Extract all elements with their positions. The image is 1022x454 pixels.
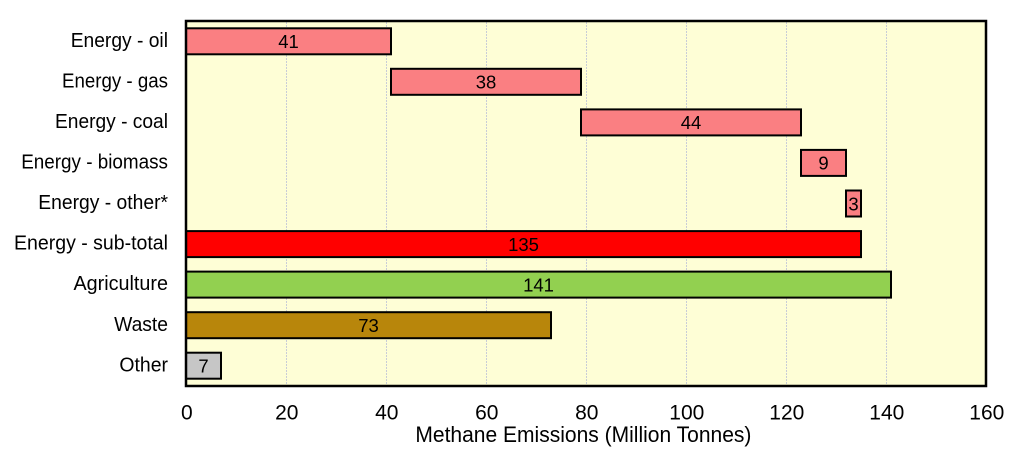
svg-text:Waste: Waste bbox=[114, 314, 168, 336]
svg-text:0: 0 bbox=[181, 402, 193, 425]
svg-text:7: 7 bbox=[198, 356, 208, 377]
svg-text:73: 73 bbox=[358, 315, 379, 336]
svg-text:3: 3 bbox=[848, 193, 858, 214]
svg-text:40: 40 bbox=[375, 402, 398, 425]
svg-text:Energy - sub-total: Energy - sub-total bbox=[14, 233, 168, 255]
svg-text:140: 140 bbox=[869, 402, 904, 425]
svg-text:135: 135 bbox=[508, 234, 539, 255]
svg-text:Energy - biomass: Energy - biomass bbox=[21, 152, 168, 174]
svg-text:Energy - coal: Energy - coal bbox=[55, 111, 168, 133]
svg-text:9: 9 bbox=[818, 153, 828, 174]
svg-text:60: 60 bbox=[475, 402, 498, 425]
svg-text:Energy - other*: Energy - other* bbox=[38, 192, 168, 214]
svg-text:Energy - oil: Energy - oil bbox=[71, 30, 168, 52]
svg-text:141: 141 bbox=[523, 274, 554, 295]
svg-text:Agriculture: Agriculture bbox=[74, 273, 169, 295]
svg-text:160: 160 bbox=[969, 402, 1004, 425]
svg-text:41: 41 bbox=[278, 31, 299, 52]
svg-text:Methane Emissions (Million Ton: Methane Emissions (Million Tonnes) bbox=[415, 422, 751, 447]
svg-text:80: 80 bbox=[575, 402, 598, 425]
svg-text:Other: Other bbox=[119, 354, 168, 376]
svg-text:100: 100 bbox=[669, 402, 704, 425]
svg-text:120: 120 bbox=[769, 402, 804, 425]
svg-text:38: 38 bbox=[476, 72, 497, 93]
svg-text:20: 20 bbox=[275, 402, 298, 425]
svg-text:44: 44 bbox=[681, 112, 702, 133]
svg-text:Energy - gas: Energy - gas bbox=[62, 70, 168, 92]
